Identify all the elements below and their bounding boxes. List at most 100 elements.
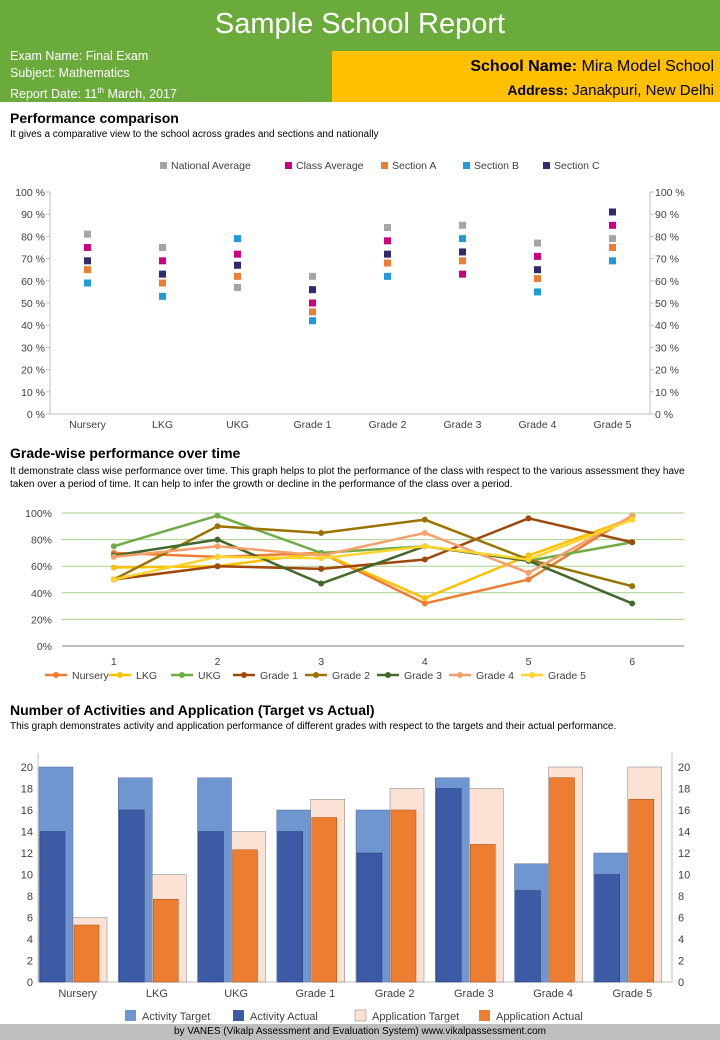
data-point [234, 235, 241, 243]
data-point [629, 516, 636, 523]
data-point [459, 257, 466, 265]
performance-desc: It gives a comparative view to the schoo… [10, 129, 379, 140]
legend-marker [53, 672, 59, 678]
school-name: School Name: Mira Model School [470, 58, 714, 76]
legend-label: Application Target [372, 1011, 459, 1023]
gradewise-title: Grade-wise performance over time [10, 445, 241, 461]
performance-comparison-chart: National Average Class Average Section A Se… [15, 160, 685, 431]
data-point [214, 512, 221, 519]
address-label: Address: [507, 82, 569, 98]
series-line [113, 514, 633, 563]
data-point [159, 244, 166, 251]
data-point [309, 308, 316, 316]
data-point [609, 235, 616, 243]
exam-info: Exam Name: Final Exam Subject: Mathemati… [10, 48, 177, 103]
y-tick-label-left: 90 % [21, 209, 45, 221]
y-tick-label-right: 12 [678, 848, 690, 860]
data-point [318, 555, 325, 562]
legend-marker [463, 162, 470, 169]
legend-marker [241, 672, 247, 678]
y-tick-label-right: 70 % [655, 254, 679, 266]
x-tick-label: 4 [422, 656, 428, 668]
y-tick-label-right: 0 % [655, 409, 673, 421]
data-point [629, 583, 636, 590]
y-tick-label-right: 18 [678, 784, 690, 796]
y-tick-label-left: 14 [21, 827, 33, 839]
data-point [234, 261, 241, 269]
legend-label: LKG [136, 670, 157, 682]
data-point [609, 221, 616, 229]
legend-label: Grade 2 [332, 670, 370, 682]
data-point [421, 543, 428, 550]
data-point [159, 270, 166, 278]
x-tick-label: Grade 1 [296, 988, 336, 1000]
y-tick-label: 100% [25, 508, 52, 520]
bar-application-actual [232, 849, 258, 983]
y-tick-label-left: 12 [21, 848, 33, 860]
y-tick-label-right: 10 % [655, 387, 679, 399]
report-date-prefix: Report Date: 11 [10, 87, 98, 102]
data-point [534, 288, 541, 296]
data-point [629, 600, 636, 607]
bar-application-actual [549, 777, 575, 983]
report-title: Sample School Report [214, 8, 506, 40]
data-point [159, 292, 166, 300]
data-point [459, 248, 466, 256]
y-tick-label-right: 6 [678, 913, 684, 925]
exam-name: Exam Name: Final Exam [10, 49, 149, 63]
x-tick-label: Grade 2 [375, 988, 415, 1000]
legend-marker [160, 162, 167, 169]
y-tick-label-left: 70 % [21, 254, 45, 266]
data-point [421, 556, 428, 563]
data-point [110, 543, 117, 550]
legend-label: Activity Target [142, 1011, 210, 1023]
legend-marker [529, 672, 535, 678]
y-tick-label-left: 50 % [21, 298, 45, 310]
legend-label: National Average [171, 160, 251, 172]
bar-application-actual [470, 844, 496, 983]
legend-marker [313, 672, 319, 678]
gradewise-desc: It demonstrate class wise performance ov… [10, 466, 685, 490]
data-point [84, 244, 91, 251]
data-point [384, 237, 391, 245]
x-tick-label: Nursery [69, 419, 107, 431]
data-point [234, 250, 241, 258]
y-tick-label-right: 100 % [655, 187, 685, 199]
bar-application-actual [73, 924, 100, 983]
data-point [309, 272, 316, 280]
data-point [384, 272, 391, 280]
data-point [525, 556, 532, 563]
y-tick-label-right: 20 [678, 762, 690, 774]
y-tick-label-right: 4 [678, 934, 684, 946]
y-tick-label-left: 0 % [27, 409, 45, 421]
school-info-box: School Name: Mira Model School Address: … [332, 51, 720, 102]
bar-activity-actual [119, 809, 145, 983]
data-point [534, 239, 541, 247]
y-tick-label-right: 40 % [655, 320, 679, 332]
series-line [113, 517, 633, 600]
school-address: Address: Janakpuri, New Delhi [507, 82, 714, 99]
y-tick-label-right: 50 % [655, 298, 679, 310]
legend-marker [381, 162, 388, 169]
legend-label: Application Actual [496, 1011, 583, 1023]
data-point [214, 536, 221, 543]
legend-marker [125, 1010, 136, 1021]
y-tick-label-right: 8 [678, 891, 684, 903]
gradewise-line-chart: 0% 20% 40% 60% 80% 100% 1 2 3 4 5 6 Nursery LKG UKG Gra… [25, 508, 684, 682]
y-tick-label: 80% [31, 535, 52, 547]
legend-marker [179, 672, 185, 678]
x-tick-label: 6 [629, 656, 635, 668]
data-point [609, 257, 616, 265]
x-tick-label: LKG [146, 988, 168, 1000]
legend-marker [233, 1010, 244, 1021]
bar-activity-actual [198, 831, 224, 983]
data-point [609, 244, 616, 251]
x-tick-label: Grade 2 [369, 419, 407, 431]
report-date-suffix: March, 2017 [104, 87, 177, 102]
legend-marker [354, 1009, 367, 1022]
y-tick-label-left: 10 % [21, 387, 45, 399]
bar-application-actual [628, 799, 654, 983]
bar-activity-actual [515, 890, 541, 983]
data-point [421, 595, 428, 602]
activities-bar-chart: 0 0 2 2 4 4 6 6 8 8 10 10 12 12 14 14 16 16 18 18 20 20 Nurser… [21, 753, 690, 1023]
